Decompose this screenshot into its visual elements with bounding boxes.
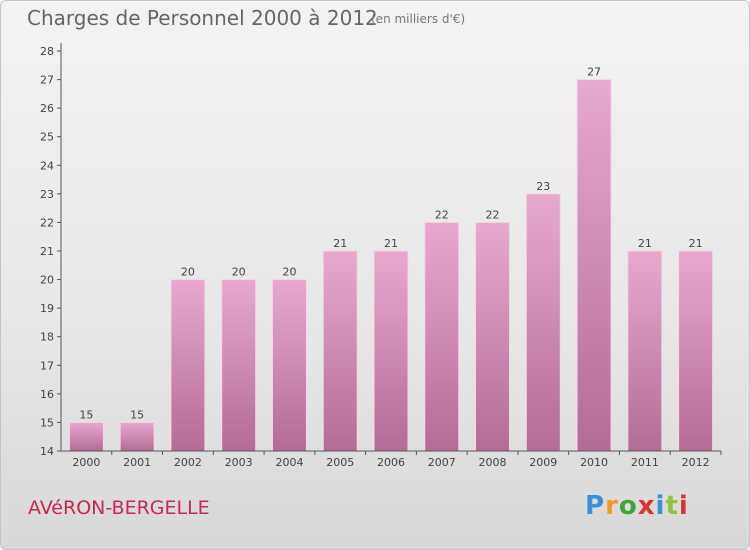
data-label-2002: 20 <box>181 266 195 279</box>
data-label-2007: 22 <box>435 208 449 221</box>
x-tick-label-2007: 2007 <box>428 456 456 469</box>
x-tick-label-2008: 2008 <box>479 456 507 469</box>
bars-layer <box>68 79 714 452</box>
data-label-2003: 20 <box>232 266 246 279</box>
x-tick-label-2010: 2010 <box>580 456 608 469</box>
bar-2002 <box>170 279 206 452</box>
y-tick-label-27: 27 <box>40 74 54 87</box>
bar-2003 <box>221 279 257 452</box>
bar-2005 <box>322 250 358 452</box>
x-tick-label-2011: 2011 <box>631 456 659 469</box>
bar-2007 <box>424 221 460 452</box>
bar-2001 <box>119 421 155 452</box>
logo-letter: o <box>618 491 638 521</box>
logo-letter: x <box>637 491 656 521</box>
axes-layer <box>57 43 722 455</box>
y-tick-label-15: 15 <box>40 416 54 429</box>
data-label-2008: 22 <box>486 208 500 221</box>
bar-2000 <box>68 421 104 452</box>
logo-letter: t <box>665 491 679 521</box>
bar-2004 <box>271 279 307 452</box>
bar-2009 <box>525 193 561 452</box>
labels-layer: 15 2000 15 2001 20 2002 20 2003 20 2004 21 2005 21 20… <box>40 45 710 469</box>
y-tick-label-25: 25 <box>40 131 54 144</box>
bar-2012 <box>678 250 714 452</box>
x-tick-label-2003: 2003 <box>225 456 253 469</box>
place-name: AVéRON-BERGELLE <box>28 497 210 519</box>
x-tick-label-2005: 2005 <box>326 456 354 469</box>
x-tick-label-2006: 2006 <box>377 456 405 469</box>
data-label-2011: 21 <box>638 237 652 250</box>
x-tick-label-2004: 2004 <box>275 456 303 469</box>
y-tick-label-20: 20 <box>40 274 54 287</box>
logo-letter: P <box>585 491 606 521</box>
y-tick-label-24: 24 <box>40 159 54 172</box>
y-tick-label-18: 18 <box>40 331 54 344</box>
y-tick-label-16: 16 <box>40 388 54 401</box>
data-label-2010: 27 <box>587 66 601 79</box>
x-tick-label-2012: 2012 <box>682 456 710 469</box>
y-tick-label-14: 14 <box>40 445 54 458</box>
chart-subtitle: (en milliers d'€) <box>371 12 466 26</box>
bar-2011 <box>627 250 663 452</box>
y-tick-label-23: 23 <box>40 188 54 201</box>
data-label-2006: 21 <box>384 237 398 250</box>
x-tick-label-2009: 2009 <box>529 456 557 469</box>
data-label-2005: 21 <box>333 237 347 250</box>
y-tick-label-21: 21 <box>40 245 54 258</box>
y-tick-label-22: 22 <box>40 216 54 229</box>
logo-letter: r <box>605 491 619 521</box>
data-label-2012: 21 <box>689 237 703 250</box>
data-label-2000: 15 <box>79 408 93 421</box>
data-label-2004: 20 <box>282 266 296 279</box>
y-tick-label-17: 17 <box>40 359 54 372</box>
x-tick-label-2001: 2001 <box>123 456 151 469</box>
proxiti-logo[interactable]: Proxiti <box>585 491 689 521</box>
data-label-2009: 23 <box>536 180 550 193</box>
logo-letter: i <box>678 491 689 521</box>
bar-2008 <box>475 221 511 452</box>
y-tick-label-26: 26 <box>40 102 54 115</box>
x-tick-label-2000: 2000 <box>72 456 100 469</box>
logo-letter: i <box>655 491 666 521</box>
bar-2006 <box>373 250 409 452</box>
data-label-2001: 15 <box>130 408 144 421</box>
chart-title: Charges de Personnel 2000 à 2012 <box>27 6 378 30</box>
y-tick-label-19: 19 <box>40 302 54 315</box>
x-tick-label-2002: 2002 <box>174 456 202 469</box>
bar-2010 <box>576 79 612 452</box>
y-tick-label-28: 28 <box>40 45 54 58</box>
